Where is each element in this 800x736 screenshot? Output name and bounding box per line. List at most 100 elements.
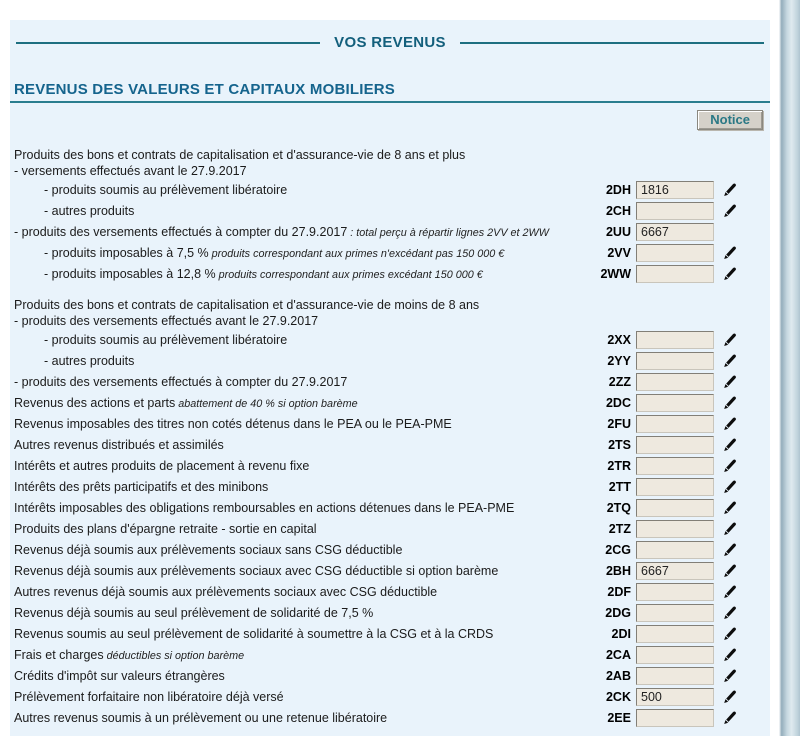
row-label: Revenus imposables des titres non cotés … [14, 417, 593, 431]
row-note: déductibles si option barème [103, 649, 245, 662]
input-2EE[interactable] [636, 708, 714, 727]
row-label: - produits des versements effectués avan… [14, 314, 737, 328]
input-2TQ[interactable] [636, 498, 714, 517]
page-title-row: VOS REVENUS [16, 34, 765, 51]
edit-pencil-icon-2FU[interactable] [721, 416, 737, 431]
edit-pencil-icon-2DH[interactable] [721, 182, 737, 197]
input-2CG[interactable] [636, 540, 714, 559]
field-code-2TT: 2TT [608, 479, 631, 494]
edit-pencil-icon-2DG[interactable] [721, 605, 737, 620]
edit-pencil-icon-2TS[interactable] [721, 437, 737, 452]
field-code-2TR: 2TR [607, 458, 631, 473]
row-label: - produits soumis au prélèvement libérat… [14, 183, 593, 197]
row-label-text: - produits imposables à 12,8 % [44, 266, 216, 281]
edit-pencil-icon-2CG[interactable] [721, 542, 737, 557]
input-2DH[interactable] [636, 180, 714, 199]
edit-pencil-icon-2TR[interactable] [721, 458, 737, 473]
form-row-2DG: Revenus déjà soumis au seul prélèvement … [14, 602, 737, 623]
edit-pencil-icon-2XX[interactable] [721, 332, 737, 347]
form-row-2CH: - autres produits 2CH [14, 200, 737, 221]
row-label: - produits des versements effectués à co… [14, 375, 593, 389]
input-2TZ[interactable] [636, 519, 714, 538]
input-2VV[interactable] [636, 243, 714, 262]
field-code-2DH: 2DH [605, 182, 631, 197]
row-note: produits correspondant aux primes excéda… [215, 268, 483, 281]
edit-pencil-icon-2BH[interactable] [721, 563, 737, 578]
page-title: VOS REVENUS [334, 34, 446, 51]
edit-pencil-icon-2CH[interactable] [721, 203, 737, 218]
form-row-2ZZ: - produits des versements effectués à co… [14, 371, 737, 392]
edit-pencil-icon-2WW[interactable] [721, 266, 737, 281]
field-code-2CH: 2CH [605, 203, 631, 218]
row-label-text: Revenus déjà soumis aux prélèvements soc… [14, 563, 499, 578]
row-label-text: Produits des plans d'épargne retraite - … [14, 521, 317, 536]
row-label: Revenus déjà soumis aux prélèvements soc… [14, 543, 593, 557]
field-code-2XX: 2XX [607, 332, 631, 347]
section-title: REVENUS DES VALEURS ET CAPITAUX MOBILIER… [14, 81, 396, 98]
row-label-text: Crédits d'impôt sur valeurs étrangères [14, 668, 225, 683]
input-2FU[interactable] [636, 414, 714, 433]
input-2WW[interactable] [636, 264, 714, 283]
row-label-text: Produits des bons et contrats de capital… [14, 298, 480, 312]
row-label: Prélèvement forfaitaire non libératoire … [14, 690, 593, 704]
input-2XX[interactable] [636, 330, 714, 349]
edit-pencil-icon-2EE[interactable] [721, 710, 737, 725]
form-row-2AB: Crédits d'impôt sur valeurs étrangères 2A… [14, 665, 737, 686]
row-label-text: - produits des versements effectués à co… [14, 374, 348, 389]
input-2DG[interactable] [636, 603, 714, 622]
row-label-text: - produits soumis au prélèvement libérat… [44, 332, 288, 347]
input-2BH[interactable] [636, 561, 714, 580]
row-label: Intérêts des prêts participatifs et des … [14, 480, 593, 494]
input-2YY[interactable] [636, 351, 714, 370]
row-label-text: - produits soumis au prélèvement libérat… [44, 182, 288, 197]
edit-pencil-icon-2TQ[interactable] [721, 500, 737, 515]
row-label-text: - autres produits [44, 353, 135, 368]
row-label-text: - produits imposables à 7,5 % [44, 245, 209, 260]
row-spacer [14, 284, 737, 297]
input-2CA[interactable] [636, 645, 714, 664]
edit-pencil-icon-2CA[interactable] [721, 647, 737, 662]
input-2DI[interactable] [636, 624, 714, 643]
form-row-2CG: Revenus déjà soumis aux prélèvements soc… [14, 539, 737, 560]
row-label-text: Autres revenus distribués et assimilés [14, 437, 224, 452]
row-label-text: Revenus imposables des titres non cotés … [14, 416, 452, 431]
edit-pencil-icon-2VV[interactable] [721, 245, 737, 260]
form-row-2XX: - produits soumis au prélèvement libérat… [14, 329, 737, 350]
input-2CH[interactable] [636, 201, 714, 220]
edit-pencil-icon-2YY[interactable] [721, 353, 737, 368]
field-code-2DF: 2DF [607, 584, 631, 599]
edit-pencil-icon-2CK[interactable] [721, 689, 737, 704]
row-label: Intérêts et autres produits de placement… [14, 459, 593, 473]
form-rows: Produits des bons et contrats de capital… [10, 147, 770, 728]
row-label-text: - produits des versements effectués avan… [14, 314, 319, 328]
edit-pencil-icon-2DI[interactable] [721, 626, 737, 641]
row-label-text: Revenus déjà soumis aux prélèvements soc… [14, 542, 403, 557]
input-2DC[interactable] [636, 393, 714, 412]
row-label: - versements effectués avant le 27.9.201… [14, 164, 737, 178]
edit-pencil-icon-2DC[interactable] [721, 395, 737, 410]
edit-pencil-icon-2TT[interactable] [721, 479, 737, 494]
edit-pencil-icon-2TZ[interactable] [721, 521, 737, 536]
field-code-2DG: 2DG [605, 605, 631, 620]
notice-button[interactable]: Notice [697, 110, 763, 130]
input-2TR[interactable] [636, 456, 714, 475]
form-row-2TS: Autres revenus distribués et assimilés 2T… [14, 434, 737, 455]
field-code-2DC: 2DC [605, 395, 631, 410]
row-label-text: Revenus des actions et parts [14, 395, 176, 410]
form-row-2DF: Autres revenus déjà soumis aux prélèveme… [14, 581, 737, 602]
edit-pencil-icon-2ZZ[interactable] [721, 374, 737, 389]
input-2DF[interactable] [636, 582, 714, 601]
notice-row: Notice [10, 110, 763, 130]
row-label: - produits des versements effectués à co… [14, 225, 593, 239]
field-code-2ZZ: 2ZZ [608, 374, 631, 389]
edit-pencil-icon-2AB[interactable] [721, 668, 737, 683]
page-scrollbar-track[interactable] [779, 0, 800, 736]
edit-pencil-icon-2DF[interactable] [721, 584, 737, 599]
input-2TS[interactable] [636, 435, 714, 454]
input-2AB[interactable] [636, 666, 714, 685]
input-2TT[interactable] [636, 477, 714, 496]
input-2CK[interactable] [636, 687, 714, 706]
input-2ZZ[interactable] [636, 372, 714, 391]
field-code-2EE: 2EE [607, 710, 631, 725]
form-row-2DI: Revenus soumis au seul prélèvement de so… [14, 623, 737, 644]
